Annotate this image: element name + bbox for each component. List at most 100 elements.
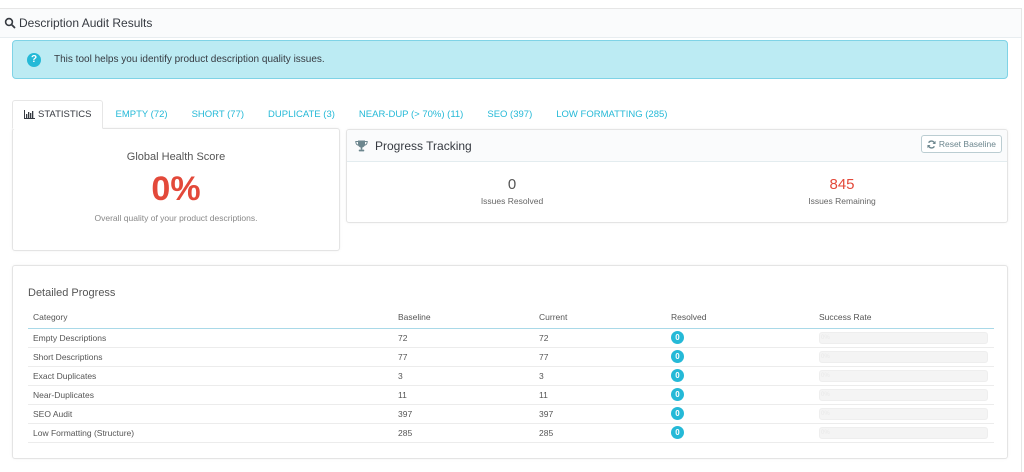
panel-heading: Description Audit Results [0,9,1021,38]
baseline-cell: 77 [393,347,534,367]
issues-remaining-value: 845 [829,176,855,193]
tab-duplicate[interactable]: DUPLICATE (3) [256,100,347,129]
success-rate-text: 0% [821,429,830,436]
category-cell: Near-Duplicates [28,385,393,405]
success-rate-bar: 0% [819,426,988,439]
baseline-cell: 72 [393,328,534,348]
refresh-icon [927,139,936,149]
help-icon: ? [27,52,41,67]
progress-tracking-title: Progress Tracking [375,138,472,153]
tab-label: EMPTY (72) [115,109,168,120]
success-rate-text: 0% [821,410,830,417]
tab-label: LOW FORMATTING (285) [556,109,668,120]
success-rate-text: 0% [821,334,830,341]
issues-resolved-label: Issues Resolved [480,196,544,206]
global-health-card: Global Health Score 0% Overall quality o… [12,128,340,251]
baseline-cell: 285 [393,423,534,443]
alert-text: This tool helps you identify product des… [54,54,325,65]
health-title: Global Health Score [126,151,226,163]
success-rate-cell: 0% [814,347,994,367]
issues-remaining-label: Issues Remaining [808,196,876,206]
table-header-row: Category Baseline Current Resolved Succe… [28,306,994,329]
success-rate-text: 0% [821,353,830,360]
success-rate-cell: 0% [814,423,994,443]
success-rate-bar: 0% [819,407,988,420]
resolved-cell: 0 [666,385,814,405]
reset-baseline-label: Reset Baseline [938,139,996,149]
success-rate-bar: 0% [819,369,988,382]
tab-empty[interactable]: EMPTY (72) [103,100,179,129]
progress-tracking-header: Progress Tracking Reset Baseline [347,130,1007,162]
success-rate-cell: 0% [814,366,994,386]
resolved-cell: 0 [666,347,814,367]
resolved-cell: 0 [666,404,814,424]
tab-short[interactable]: SHORT (77) [180,100,256,129]
resolved-cell: 0 [666,328,814,348]
success-rate-cell: 0% [814,385,994,405]
resolved-badge: 0 [671,407,684,420]
success-rate-bar: 0% [819,350,988,363]
category-cell: Short Descriptions [28,347,393,367]
resolved-cell: 0 [666,366,814,386]
category-cell: Low Formatting (Structure) [28,423,393,443]
category-cell: SEO Audit [28,404,393,424]
column-header-baseline: Baseline [393,306,534,329]
success-rate-bar: 0% [819,388,988,401]
detailed-progress-table-wrap: Category Baseline Current Resolved Succe… [28,306,994,443]
resolved-cell: 0 [666,423,814,443]
current-cell: 285 [534,423,666,443]
current-cell: 72 [534,328,666,348]
current-cell: 3 [534,366,666,386]
trophy-icon [355,140,368,151]
current-cell: 397 [534,404,666,424]
tab-seo[interactable]: SEO (397) [475,100,544,129]
table-row: Exact Duplicates 3 3 0 0% [28,366,994,386]
resolved-badge: 0 [671,426,684,439]
table-row: Low Formatting (Structure) 285 285 0 0% [28,423,994,443]
table-row: Short Descriptions 77 77 0 0% [28,347,994,367]
info-alert: ? This tool helps you identify product d… [12,40,1008,79]
tab-near-dup[interactable]: NEAR-DUP (> 70%) (11) [347,100,475,129]
tab-statistics[interactable]: STATISTICS [12,100,104,129]
detailed-progress-card: Detailed Progress Category Baseline Curr… [12,265,1008,459]
progress-tracking-card: Progress Tracking Reset Baseline 0 Issue… [346,129,1008,223]
panel-title: Description Audit Results [19,16,153,30]
column-header-category: Category [28,306,393,329]
issues-resolved-stat: 0 Issues Resolved [347,162,677,222]
table-row: Near-Duplicates 11 11 0 0% [28,385,994,405]
success-rate-text: 0% [821,391,830,398]
current-cell: 77 [534,347,666,367]
category-cell: Exact Duplicates [28,366,393,386]
resolved-badge: 0 [671,350,684,363]
baseline-cell: 3 [393,366,534,386]
tab-low-formatting[interactable]: LOW FORMATTING (285) [544,100,679,129]
tab-label: NEAR-DUP (> 70%) (11) [358,109,464,120]
table-row: Empty Descriptions 72 72 0 0% [28,328,994,348]
issues-resolved-value: 0 [507,176,517,193]
tab-label: SHORT (77) [191,109,245,120]
resolved-badge: 0 [671,331,684,344]
detailed-progress-table: Category Baseline Current Resolved Succe… [28,306,994,443]
search-icon [4,17,16,29]
health-subtitle: Overall quality of your product descript… [94,213,258,223]
success-rate-cell: 0% [814,328,994,348]
resolved-badge: 0 [671,369,684,382]
tab-label: STATISTICS [38,109,92,120]
baseline-cell: 11 [393,385,534,405]
tab-bar: STATISTICS EMPTY (72) SHORT (77) DUPLICA… [12,100,679,129]
column-header-resolved: Resolved [666,306,814,329]
category-cell: Empty Descriptions [28,328,393,348]
success-rate-cell: 0% [814,404,994,424]
resolved-badge: 0 [671,388,684,401]
detailed-progress-title: Detailed Progress [28,287,116,299]
current-cell: 11 [534,385,666,405]
bar-chart-icon [24,110,35,119]
health-score: 0% [151,170,201,208]
baseline-cell: 397 [393,404,534,424]
table-row: SEO Audit 397 397 0 0% [28,404,994,424]
tab-label: DUPLICATE (3) [268,109,335,120]
column-header-success-rate: Success Rate [814,306,994,329]
reset-baseline-button[interactable]: Reset Baseline [920,135,1002,153]
issues-remaining-stat: 845 Issues Remaining [677,162,1007,222]
tab-label: SEO (397) [487,109,533,120]
